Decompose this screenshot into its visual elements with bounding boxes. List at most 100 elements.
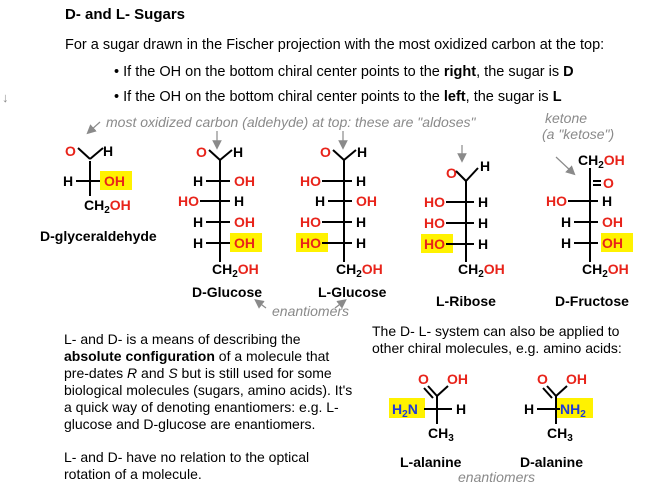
rule-direction: left [443, 89, 466, 105]
paragraph-bold: absolute configuration [64, 348, 215, 364]
svg-text:HO: HO [300, 173, 321, 189]
svg-text:OH: OH [234, 214, 255, 230]
svg-text:H: H [478, 236, 488, 252]
svg-text:H: H [315, 193, 325, 209]
svg-text:H: H [357, 144, 367, 160]
svg-text:O: O [446, 165, 457, 181]
svg-text:HO: HO [424, 194, 445, 210]
l-glucose-structure: O H HO H H OH HO H HO H CH2OH [300, 144, 383, 280]
rule-text: , the sugar is [465, 89, 553, 105]
enantiomers-note-glucose: enantiomers [272, 303, 350, 319]
svg-text:H: H [233, 144, 243, 160]
arrow-icon [254, 299, 267, 309]
highlight [296, 233, 328, 252]
d-alanine-structure: O OH H NH2 CH3 [524, 371, 587, 444]
svg-text:H: H [356, 214, 366, 230]
rule-direction: right [443, 64, 477, 80]
paragraph-text: but is still used for some biological mo… [64, 365, 353, 432]
label-d-fructose: D-Fructose [555, 293, 629, 309]
down-arrow-icon: ↓ [2, 90, 9, 105]
svg-text:H: H [356, 173, 366, 189]
arrow-icon [86, 121, 101, 135]
svg-text:OH: OH [104, 173, 125, 189]
svg-text:OH: OH [602, 235, 623, 251]
svg-text:CH3: CH3 [547, 425, 573, 444]
label-l-ribose: L-Ribose [436, 293, 496, 309]
svg-text:CH3: CH3 [428, 425, 454, 444]
svg-text:HO: HO [178, 193, 199, 209]
svg-text:O: O [537, 371, 548, 387]
d-fructose-structure: CH2OH O HO H H OH H OH CH2OH [546, 152, 629, 280]
svg-text:OH: OH [447, 371, 468, 387]
svg-text:CH2OH: CH2OH [582, 261, 629, 280]
svg-text:HO: HO [424, 215, 445, 231]
svg-text:HO: HO [424, 236, 445, 252]
ketone-note: ketone [545, 110, 588, 126]
d-glucose-structure: O H H OH HO H H OH H OH CH2OH [178, 144, 259, 280]
svg-text:H: H [193, 214, 203, 230]
svg-text:H: H [524, 401, 534, 417]
svg-text:H: H [103, 143, 113, 159]
label-d-alanine: D-alanine [520, 454, 584, 470]
rule-text: • If the OH on the bottom chiral center … [114, 64, 444, 80]
paragraph-text: L- and D- is a means of describing the [64, 331, 301, 347]
highlight [601, 233, 633, 252]
arrow-icon [555, 156, 576, 176]
svg-text:OH: OH [602, 214, 623, 230]
svg-text:OH: OH [234, 173, 255, 189]
label-l-glucose: L-Glucose [318, 284, 387, 300]
svg-text:H: H [602, 193, 612, 209]
svg-text:OH: OH [356, 193, 377, 209]
intro-text: For a sugar drawn in the Fischer project… [65, 37, 605, 53]
paragraph-amino-acids: The D- L- system can also be applied to … [372, 323, 622, 356]
svg-text:H: H [478, 194, 488, 210]
svg-text:H2N: H2N [392, 401, 418, 420]
svg-text:CH2OH: CH2OH [458, 261, 505, 280]
svg-text:O: O [65, 143, 76, 159]
svg-text:H: H [480, 158, 490, 174]
svg-text:H: H [456, 401, 466, 417]
rule-left: • If the OH on the bottom chiral center … [114, 89, 562, 105]
svg-text:H: H [63, 173, 73, 189]
svg-text:H: H [561, 214, 571, 230]
l-ribose-structure: O H HO H HO H HO H CH2OH [424, 158, 505, 280]
rule-right: • If the OH on the bottom chiral center … [114, 64, 574, 80]
paragraph-optical-rotation: L- and D- have no relation to the optica… [64, 449, 310, 482]
l-alanine-structure: O OH H2N H CH3 [392, 371, 468, 444]
highlight [389, 398, 425, 418]
svg-text:H: H [193, 173, 203, 189]
highlight [557, 398, 593, 418]
paragraph-text: and [137, 365, 169, 381]
svg-text:H: H [478, 215, 488, 231]
svg-text:H: H [193, 235, 203, 251]
arrow-icon [334, 299, 347, 309]
rule-sugar: L [552, 89, 562, 105]
rule-text: , the sugar is [476, 64, 564, 80]
rule-sugar: D [563, 64, 574, 80]
highlight [421, 234, 453, 253]
svg-text:CH2OH: CH2OH [212, 261, 259, 280]
paragraph-s: S [168, 365, 178, 381]
svg-text:H: H [561, 235, 571, 251]
svg-text:OH: OH [566, 371, 587, 387]
svg-text:CH2OH: CH2OH [578, 152, 625, 171]
highlight [100, 171, 132, 190]
svg-text:NH2: NH2 [560, 401, 586, 420]
svg-text:HO: HO [300, 235, 321, 251]
svg-text:O: O [603, 175, 614, 191]
svg-text:HO: HO [300, 214, 321, 230]
label-d-glyceraldehyde: D-glyceraldehyde [40, 228, 157, 244]
svg-text:OH: OH [234, 235, 255, 251]
paragraph-text: of a molecule that pre-dates [64, 348, 330, 381]
svg-text:O: O [418, 371, 429, 387]
svg-text:CH2OH: CH2OH [84, 197, 131, 216]
rule-text: • If the OH on the bottom chiral center … [114, 89, 444, 105]
paragraph-r: R [127, 365, 138, 381]
highlight [230, 233, 262, 252]
svg-text:O: O [320, 144, 331, 160]
label-d-glucose: D-Glucose [192, 284, 263, 300]
svg-text:HO: HO [546, 193, 567, 209]
label-l-alanine: L-alanine [400, 454, 462, 470]
d-glyceraldehyde-structure: O H H OH CH2OH [63, 143, 131, 216]
